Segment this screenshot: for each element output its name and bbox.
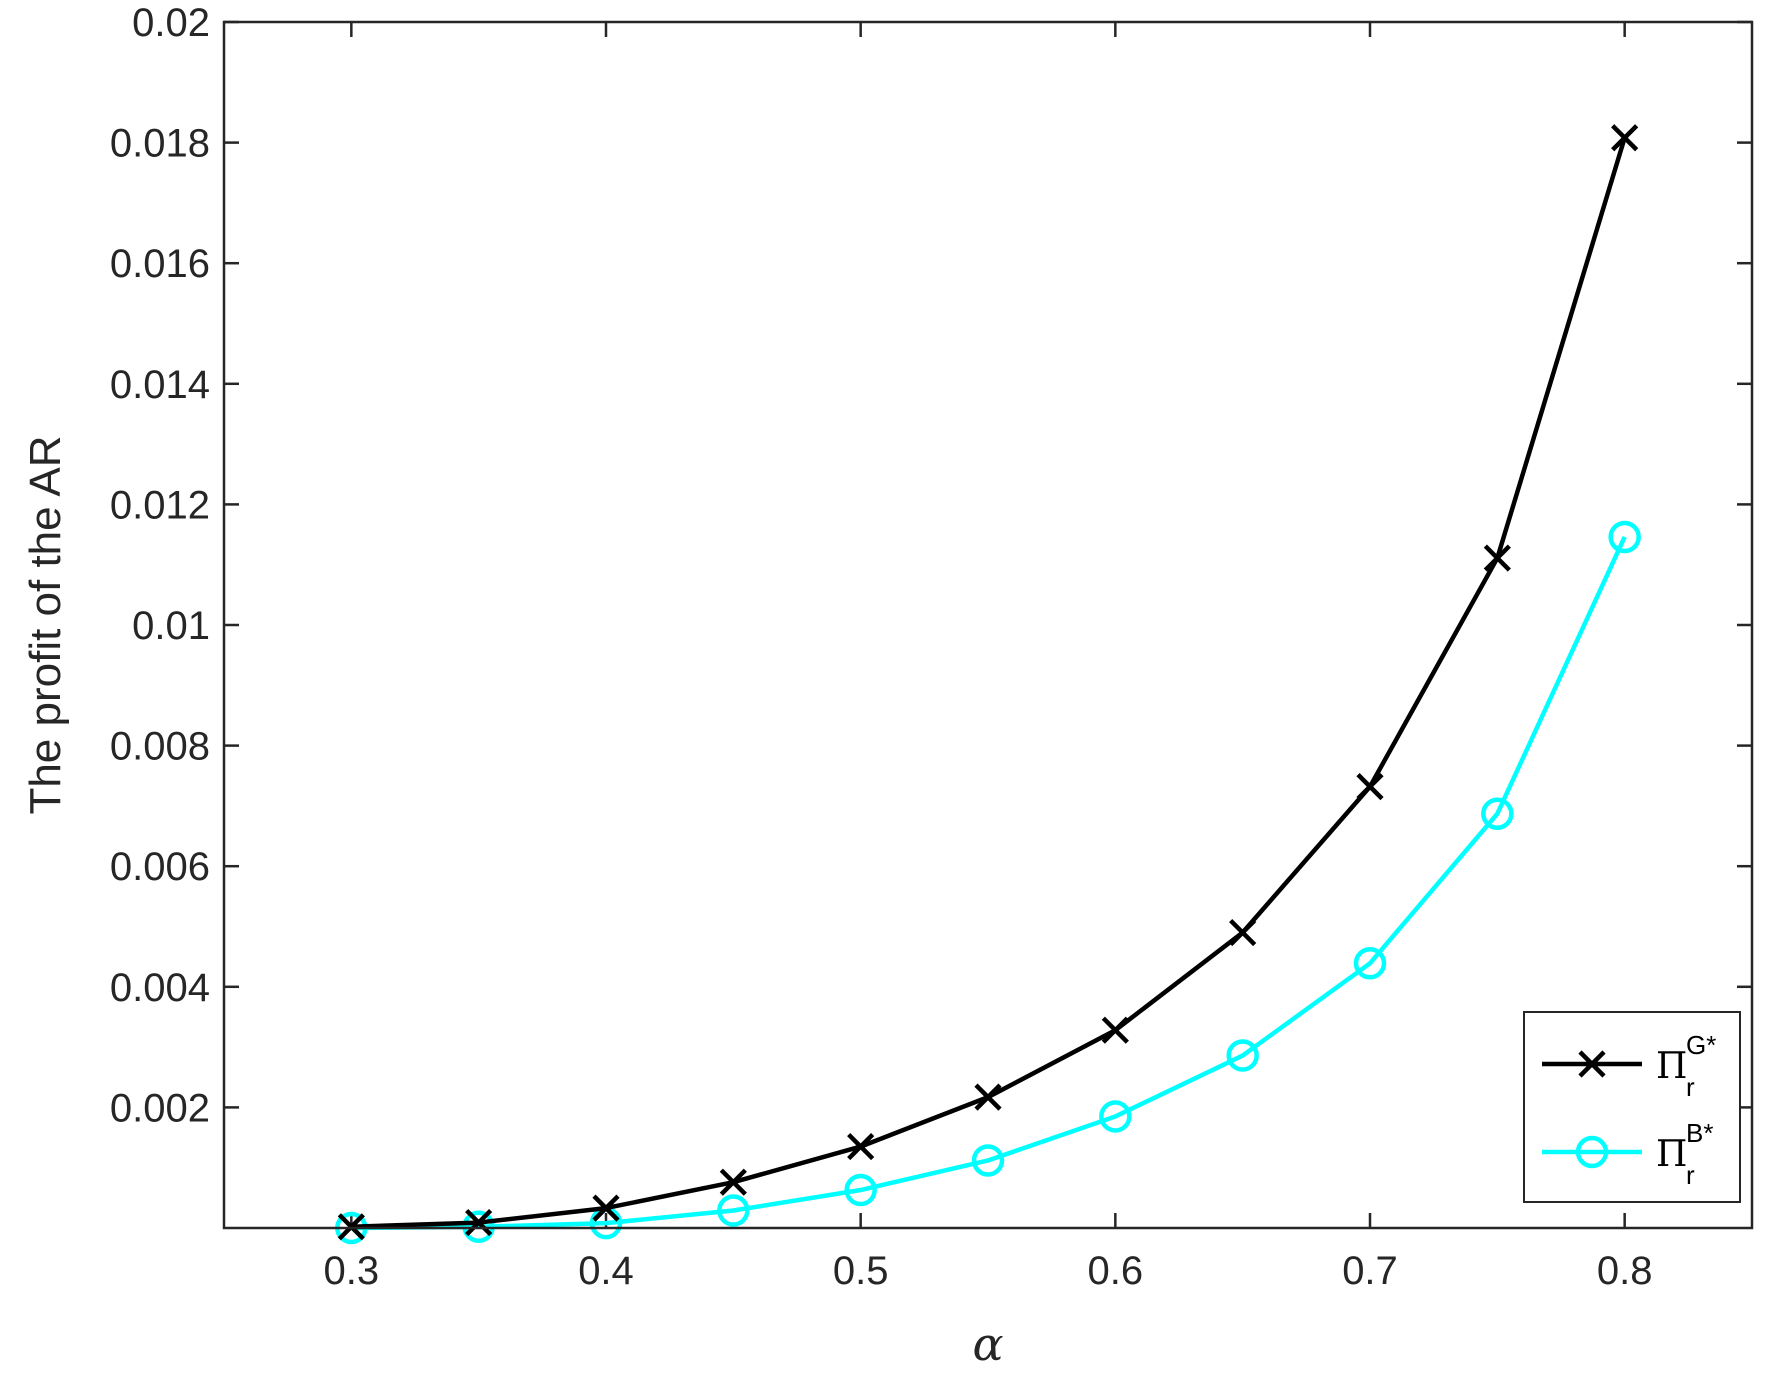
data-point-circle-marker bbox=[1481, 797, 1514, 830]
y-tick-label: 0.016 bbox=[110, 242, 210, 286]
data-point-circle-marker bbox=[1608, 520, 1641, 554]
x-tick-label: 0.5 bbox=[833, 1249, 889, 1293]
legend: ΠrG*ΠrB* bbox=[1523, 1011, 1741, 1203]
data-point-x-marker bbox=[1483, 544, 1511, 572]
y-tick-label: 0.006 bbox=[110, 845, 210, 889]
legend-label-subscript: r bbox=[1686, 1072, 1695, 1102]
marker-stroke bbox=[1578, 1050, 1606, 1078]
plot-frame bbox=[222, 20, 1754, 1230]
data-point-x-marker bbox=[592, 1194, 620, 1222]
axis-ticks bbox=[224, 20, 1752, 1228]
y-tick-label: 0.01 bbox=[132, 604, 210, 648]
data-point-x-marker bbox=[847, 1133, 875, 1161]
data-point-x-marker bbox=[1229, 918, 1257, 947]
marker-stroke bbox=[1229, 918, 1257, 947]
marker-stroke bbox=[1483, 544, 1511, 572]
data-point-x-marker bbox=[719, 1168, 747, 1196]
y-tick-label: 0.012 bbox=[110, 483, 210, 527]
marker-stroke bbox=[592, 1194, 620, 1222]
y-tick-label: 0.002 bbox=[110, 1086, 210, 1130]
data-point-x-marker bbox=[1578, 1050, 1606, 1078]
y-tick-label: 0.02 bbox=[132, 1, 210, 45]
data-point-circle-marker bbox=[1575, 1135, 1609, 1169]
legend-label-subscript: r bbox=[1686, 1160, 1695, 1190]
legend-label: Π bbox=[1656, 1134, 1687, 1175]
legend-label: Π bbox=[1656, 1046, 1687, 1087]
x-tick-label: 0.3 bbox=[324, 1249, 380, 1293]
data-point-x-marker bbox=[1356, 773, 1384, 801]
marker-stroke bbox=[719, 1168, 747, 1196]
x-tick-label: 0.8 bbox=[1597, 1249, 1653, 1293]
data-point-circle-marker bbox=[971, 1144, 1005, 1177]
x-tick-label: 0.4 bbox=[578, 1249, 634, 1293]
data-point-x-marker bbox=[974, 1083, 1002, 1111]
series-line bbox=[351, 536, 1627, 1231]
x-tick-label: 0.6 bbox=[1088, 1249, 1144, 1293]
marker-stroke bbox=[974, 1083, 1002, 1111]
data-point-circle-marker bbox=[1099, 1100, 1132, 1133]
y-axis-title: The profit of the AR bbox=[21, 435, 70, 814]
y-tick-label: 0.014 bbox=[110, 363, 210, 407]
legend-entry-1: Πr B* bbox=[1542, 1118, 1713, 1190]
y-tick-label: 0.004 bbox=[110, 966, 210, 1010]
legend-box bbox=[1523, 1011, 1741, 1203]
series-0 bbox=[337, 124, 1639, 1241]
legend-entry-0: Πr G* bbox=[1542, 1030, 1716, 1102]
data-point-circle-marker bbox=[1353, 947, 1387, 980]
marker-stroke bbox=[1356, 773, 1384, 801]
marker-stroke bbox=[465, 1208, 493, 1237]
y-tick-label: 0.018 bbox=[110, 122, 210, 166]
x-tick-label: 0.7 bbox=[1342, 1249, 1398, 1293]
data-point-circle-marker bbox=[844, 1173, 877, 1207]
marker-stroke bbox=[1611, 124, 1639, 152]
marker-stroke bbox=[847, 1133, 875, 1161]
marker-stroke bbox=[1101, 1016, 1129, 1044]
y-tick-label: 0.008 bbox=[110, 725, 210, 769]
data-point-x-marker bbox=[465, 1208, 493, 1237]
data-point-circle-marker bbox=[1226, 1039, 1259, 1072]
data-point-x-marker bbox=[1101, 1016, 1129, 1044]
plot-area bbox=[224, 22, 1752, 1228]
data-point-circle-marker bbox=[717, 1194, 750, 1227]
data-point-x-marker bbox=[1611, 124, 1639, 152]
x-axis-title: α bbox=[972, 1317, 1003, 1371]
legend-label-superscript: B* bbox=[1686, 1118, 1713, 1148]
legend-label-superscript: G* bbox=[1686, 1030, 1716, 1060]
tick-labels: 0.3 0.4 0.5 0.6 0.7 0.8 0.002 0.004 0.006 0.008 0.… bbox=[110, 1, 1653, 1293]
